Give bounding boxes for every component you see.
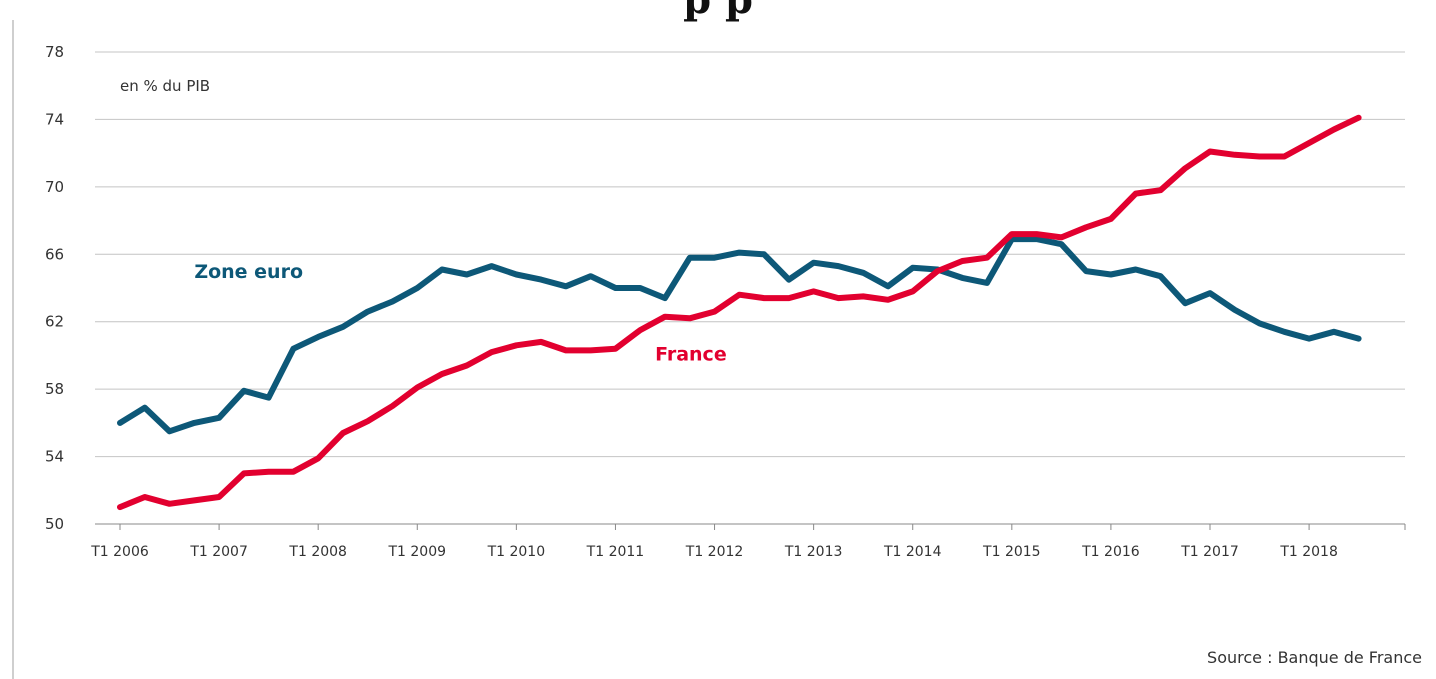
x-tick-label: T1 2013 (784, 544, 843, 560)
left-border-rule (12, 20, 14, 679)
x-tick-label: T1 2006 (90, 544, 149, 560)
x-tick-label: T1 2008 (288, 544, 347, 560)
y-tick-label-58: 58 (45, 380, 64, 398)
series-label-zone-euro: Zone euro (194, 261, 303, 283)
x-tick-label: T1 2007 (189, 544, 248, 560)
x-tick-label: T1 2011 (586, 544, 645, 560)
unit-label: en % du PIB (120, 77, 210, 95)
x-tick-label: T1 2014 (883, 544, 942, 560)
x-tick-label: T1 2016 (1081, 544, 1140, 560)
x-tick-label: T1 2012 (685, 544, 744, 560)
y-tick-label-74: 74 (45, 110, 64, 128)
y-tick-label-70: 70 (45, 178, 64, 196)
y-tick-label-78: 78 (45, 43, 64, 61)
y-tick-label-50: 50 (45, 515, 64, 533)
series-line-france (117, 114, 1362, 511)
x-tick-label: T1 2009 (387, 544, 446, 560)
y-tick-label-66: 66 (45, 245, 64, 263)
x-tick-label: T1 2010 (487, 544, 546, 560)
x-tick-label: T1 2015 (982, 544, 1041, 560)
chart-title: p p (0, 0, 1436, 23)
series-line-zone-euro (117, 236, 1362, 435)
series-label-france: France (655, 343, 727, 365)
y-tick-label-62: 62 (45, 313, 64, 331)
x-tick-label: T1 2017 (1180, 544, 1239, 560)
source-note: Source : Banque de France (1207, 648, 1422, 667)
x-tick-label: T1 2018 (1279, 544, 1338, 560)
y-tick-label-54: 54 (45, 448, 64, 466)
